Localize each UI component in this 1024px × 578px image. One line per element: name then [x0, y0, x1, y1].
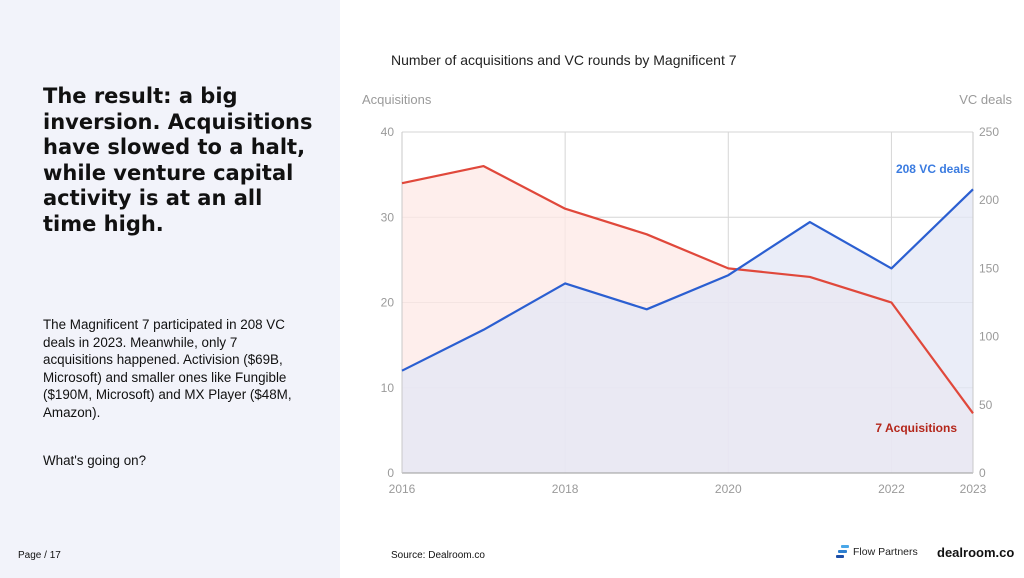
y-left-tick-label: 0 [387, 466, 394, 480]
x-tick-label: 2018 [552, 482, 579, 496]
y-right-axis-title: VC deals [959, 92, 1012, 107]
acquisitions-annotation: 7 Acquisitions [875, 421, 957, 435]
vc-deals-annotation: 208 VC deals [896, 162, 970, 176]
y-right-tick-label: 50 [979, 398, 993, 412]
series-line-1 [401, 188, 974, 372]
y-right-tick-label: 250 [979, 125, 999, 139]
source-note: Source: Dealroom.co [391, 550, 485, 561]
page-number: Page / 17 [18, 550, 61, 561]
left-panel [0, 0, 340, 578]
flow-partners-icon [836, 545, 849, 559]
chart-title: Number of acquisitions and VC rounds by … [391, 52, 737, 68]
question-text: What's going on? [43, 453, 147, 468]
y-left-tick-label: 40 [381, 125, 395, 139]
y-right-tick-label: 0 [979, 466, 986, 480]
flow-partners-label: Flow Partners [853, 546, 918, 558]
flow-partners-logo: Flow Partners [836, 545, 918, 559]
y-left-tick-label: 30 [381, 210, 395, 224]
headline: The result: a big inversion. Acquisition… [43, 84, 313, 236]
x-tick-label: 2016 [389, 482, 416, 496]
y-left-axis-title: Acquisitions [362, 92, 432, 107]
x-tick-label: 2020 [715, 482, 742, 496]
y-right-tick-label: 100 [979, 330, 999, 344]
y-right-tick-label: 200 [979, 193, 999, 207]
dealroom-logo: dealroom.co [937, 545, 1015, 560]
y-right-tick-label: 150 [979, 261, 999, 275]
y-left-tick-label: 20 [381, 296, 395, 310]
area-1 [402, 189, 973, 473]
body-text: The Magnificent 7 participated in 208 VC… [43, 317, 292, 420]
y-left-tick-label: 10 [381, 381, 395, 395]
x-tick-label: 2022 [878, 482, 905, 496]
series-line-0 [401, 165, 974, 414]
x-tick-label: 2023 [960, 482, 987, 496]
